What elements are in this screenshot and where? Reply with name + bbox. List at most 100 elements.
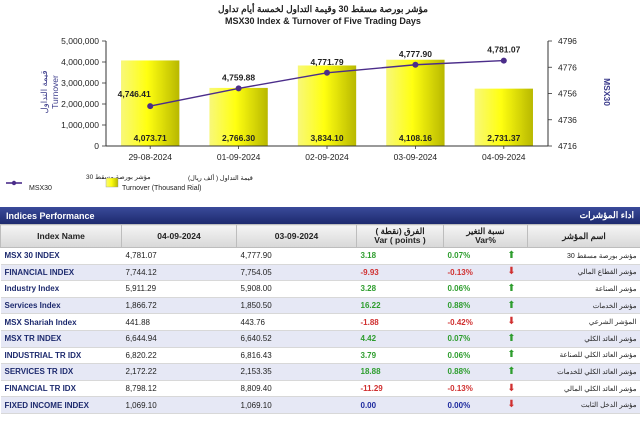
- panel-title-en: Indices Performance: [6, 210, 95, 221]
- trend-arrow-cell: ⬇: [495, 313, 528, 331]
- index-name-ar-cell: مؤشر العائد الكلي للصناعة: [527, 347, 640, 365]
- msx30-point-label: 4,777.90: [399, 49, 432, 59]
- date2-value-cell: 8,809.40: [236, 380, 357, 398]
- x-tick-label: 03-09-2024: [394, 152, 438, 162]
- turnover-bar-label: 2,766.30: [222, 133, 255, 143]
- header-var-points-en: Var ( points ): [374, 235, 426, 245]
- date2-value-cell: 1,069.10: [236, 396, 357, 414]
- date1-value-cell: 1,069.10: [121, 396, 237, 414]
- x-tick-label: 04-09-2024: [482, 152, 526, 162]
- date2-value-cell: 443.76: [236, 313, 357, 331]
- var-points-cell: 3.28: [356, 280, 444, 298]
- var-points-cell: -1.88: [356, 313, 444, 331]
- header-date1: 04-09-2024: [121, 224, 237, 248]
- left-tick-label: 5,000,000: [61, 36, 99, 46]
- var-points-cell: 3.18: [356, 247, 444, 265]
- header-var-pct-ar: نسبة التغير: [466, 226, 505, 236]
- date2-value-cell: 6,816.43: [236, 347, 357, 365]
- index-name-ar-cell: مؤشر الدخل الثابت: [527, 396, 640, 414]
- legend-msx30-ar: مؤشر بورصة مسقط 30: [86, 173, 151, 181]
- index-name-ar-cell: مؤشر الصناعة: [527, 280, 640, 298]
- line-layer: 4,746.41 4,759.88 4,771.79 4,777.90 4,781.07: [118, 45, 521, 110]
- var-pct-cell: -0.13%: [443, 380, 496, 398]
- index-name-ar-cell: مؤشر العائد الكلي المالي: [527, 380, 640, 398]
- index-name-cell: Services Index: [0, 297, 122, 315]
- var-pct-cell: 0.06%: [443, 347, 496, 365]
- var-pct-cell: 0.06%: [443, 280, 496, 298]
- var-points-cell: 16.22: [356, 297, 444, 315]
- trend-arrow-cell: ⬆: [495, 363, 528, 381]
- arrow-down-icon: ⬇: [507, 316, 516, 328]
- date1-value-cell: 1,866.72: [121, 297, 237, 315]
- legend-msx30-en: MSX30: [29, 185, 52, 192]
- chart-title-ar: مؤشر بورصة مسقط 30 وقيمة التداول لخمسة أ…: [218, 2, 428, 15]
- table-row: Services Index 1,866.72 1,850.50 16.22 0.88%…: [0, 297, 640, 315]
- index-name-cell: FINANCIAL TR IDX: [0, 380, 122, 398]
- trend-arrow-cell: ⬇: [495, 396, 528, 414]
- arrow-up-icon: ⬆: [507, 349, 516, 361]
- date2-value-cell: 7,754.05: [236, 264, 357, 282]
- left-tick-label: 2,000,000: [61, 99, 99, 109]
- var-pct-cell: -0.42%: [443, 313, 496, 331]
- date2-value-cell: 1,850.50: [236, 297, 357, 315]
- date1-value-cell: 6,820.22: [121, 347, 237, 365]
- header-index-name: Index Name: [0, 224, 122, 248]
- turnover-bar-label: 2,731.37: [487, 133, 520, 143]
- trend-arrow-cell: ⬆: [495, 280, 528, 298]
- var-pct-cell: 0.88%: [443, 297, 496, 315]
- msx30-point: [324, 69, 330, 76]
- msx30-point-label: 4,746.41: [118, 89, 151, 99]
- header-var-pct: نسبة التغير Var%: [443, 224, 528, 248]
- msx30-point-label: 4,759.88: [222, 72, 255, 82]
- chart-title-en: MSX30 Index & Turnover of Five Trading D…: [225, 16, 421, 26]
- var-points-cell: 18.88: [356, 363, 444, 381]
- trend-arrow-cell: ⬇: [495, 380, 528, 398]
- table-row: FINANCIAL TR IDX 8,798.12 8,809.40 -11.29 -0…: [0, 380, 640, 398]
- date1-value-cell: 6,644.94: [121, 330, 237, 348]
- trend-arrow-cell: ⬆: [495, 330, 528, 348]
- var-pct-cell: 0.07%: [443, 330, 496, 348]
- arrow-up-icon: ⬆: [507, 282, 516, 294]
- right-tick-label: 4736: [558, 115, 577, 125]
- legend-line-marker: [11, 180, 17, 186]
- x-tick-label: 01-09-2024: [217, 152, 261, 162]
- index-name-cell: FINANCIAL INDEX: [0, 264, 122, 282]
- var-pct-cell: -0.13%: [443, 264, 496, 282]
- date1-value-cell: 5,911.29: [121, 280, 237, 298]
- index-name-cell: SERVICES TR IDX: [0, 363, 122, 381]
- panel-header: Indices Performance اداء المؤشرات: [0, 207, 640, 224]
- date1-value-cell: 2,172.22: [121, 363, 237, 381]
- var-points-cell: -9.93: [356, 264, 444, 282]
- date1-value-cell: 441.88: [121, 313, 237, 331]
- arrow-up-icon: ⬆: [507, 299, 516, 311]
- legend-bar-swatch: [105, 177, 119, 188]
- arrow-down-icon: ⬇: [507, 399, 516, 411]
- header-name-ar: اسم المؤشر: [527, 224, 640, 248]
- index-name-cell: FIXED INCOME INDEX: [0, 396, 122, 414]
- legend: مؤشر بورصة مسقط 30 MSX30 قيمة التداول ( …: [6, 172, 253, 192]
- right-tick-label: 4796: [558, 36, 577, 46]
- index-name-ar-cell: مؤشر العائد الكلي للخدمات: [527, 363, 640, 381]
- header-var-points: الفرق (نقطة ) Var ( points ): [356, 224, 444, 248]
- table-row: Industry Index 5,911.29 5,908.00 3.28 0.06% ⬆…: [0, 280, 640, 298]
- header-var-points-ar: الفرق (نقطة ): [375, 226, 425, 236]
- index-name-ar-cell: المؤشر الشرعي: [527, 313, 640, 331]
- bars-layer: 4,073.71 2,766.30 3,834.10 4,108.16 2,731.37: [121, 59, 533, 147]
- table-row: MSX TR INDEX 6,644.94 6,640.52 4.42 0.07% ⬆ مؤ…: [0, 330, 640, 348]
- legend-turnover-ar: قيمة التداول ( ألف ريال): [188, 172, 253, 182]
- table-header-row: Index Name 04-09-2024 03-09-2024 الفرق (…: [0, 224, 640, 248]
- trend-arrow-cell: ⬆: [495, 247, 528, 265]
- right-tick-label: 4776: [558, 62, 577, 72]
- turnover-bar: [386, 59, 445, 147]
- left-tick-label: 0: [94, 141, 99, 151]
- index-name-ar-cell: مؤشر العائد الكلي: [527, 330, 640, 348]
- index-name-ar-cell: مؤشر بورصة مسقط 30: [527, 247, 640, 265]
- arrow-up-icon: ⬆: [507, 365, 516, 377]
- trend-arrow-cell: ⬇: [495, 264, 528, 282]
- right-axis-label: MSX30: [602, 78, 612, 106]
- index-name-ar-cell: مؤشر القطاع المالي: [527, 264, 640, 282]
- arrow-down-icon: ⬇: [507, 266, 516, 278]
- left-tick-label: 1,000,000: [61, 120, 99, 130]
- var-pct-cell: 0.88%: [443, 363, 496, 381]
- left-tick-label: 3,000,000: [61, 78, 99, 88]
